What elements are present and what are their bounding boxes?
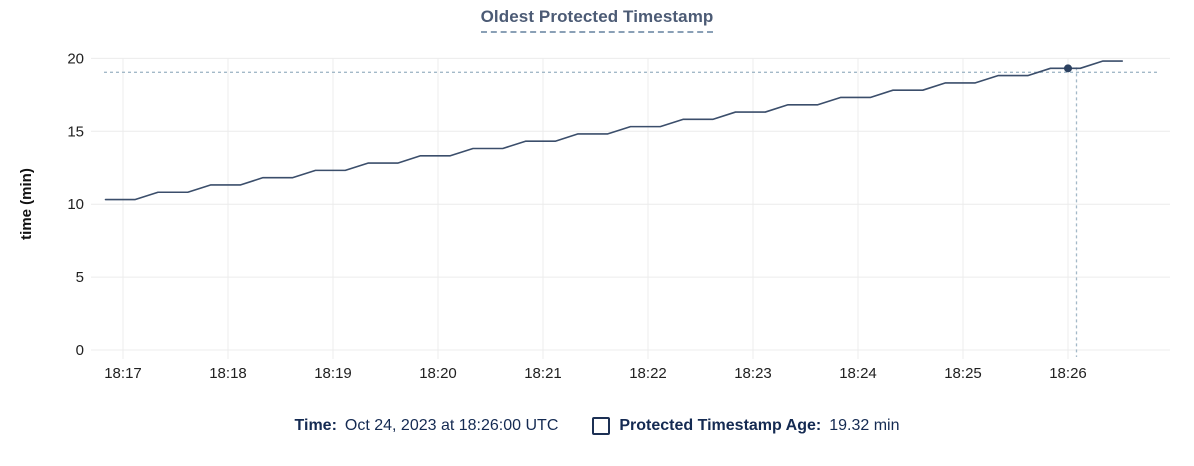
y-tick-label: 5 — [76, 269, 84, 286]
timeseries-plot-area[interactable]: 0 5 10 15 20 18:17 18:18 18:19 18:20 18:21 18:22 18… — [0, 0, 1194, 400]
x-tick-label: 18:18 — [209, 365, 247, 382]
highlighted-data-point — [1064, 64, 1072, 73]
legend-series-value: 19.32 min — [829, 417, 900, 434]
x-tick-label: 18:21 — [524, 365, 562, 382]
chart-tooltip-legend: Time: Oct 24, 2023 at 18:26:00 UTC Prote… — [0, 417, 1194, 435]
x-tick-label: 18:24 — [839, 365, 877, 382]
y-tick-label: 15 — [67, 123, 84, 140]
x-tick-label: 18:25 — [944, 365, 982, 382]
legend-item-protected-timestamp-age[interactable]: Protected Timestamp Age: 19.32 min — [592, 417, 899, 435]
tooltip-time: Time: Oct 24, 2023 at 18:26:00 UTC — [295, 417, 559, 435]
series-line-protected-timestamp-age — [104, 60, 1124, 201]
y-tick-label: 0 — [76, 342, 84, 359]
y-axis-title: time (min) — [18, 168, 35, 240]
x-tick-label: 18:17 — [104, 365, 142, 382]
legend-series-label: Protected Timestamp Age: — [619, 417, 822, 434]
x-tick-label: 18:23 — [734, 365, 772, 382]
tooltip-time-value: Oct 24, 2023 at 18:26:00 UTC — [344, 417, 559, 434]
tooltip-time-label: Time: — [294, 417, 337, 434]
y-tick-label: 10 — [67, 196, 84, 213]
x-tick-label: 18:20 — [419, 365, 457, 382]
chart-header: Oldest Protected Timestamp — [0, 7, 1194, 33]
x-tick-label: 18:19 — [314, 365, 352, 382]
y-tick-label: 20 — [67, 50, 84, 67]
series-toggle-checkbox[interactable] — [592, 417, 611, 435]
chart-title[interactable]: Oldest Protected Timestamp — [480, 7, 714, 33]
x-tick-label: 18:22 — [629, 365, 667, 382]
x-tick-label: 18:26 — [1049, 365, 1087, 382]
